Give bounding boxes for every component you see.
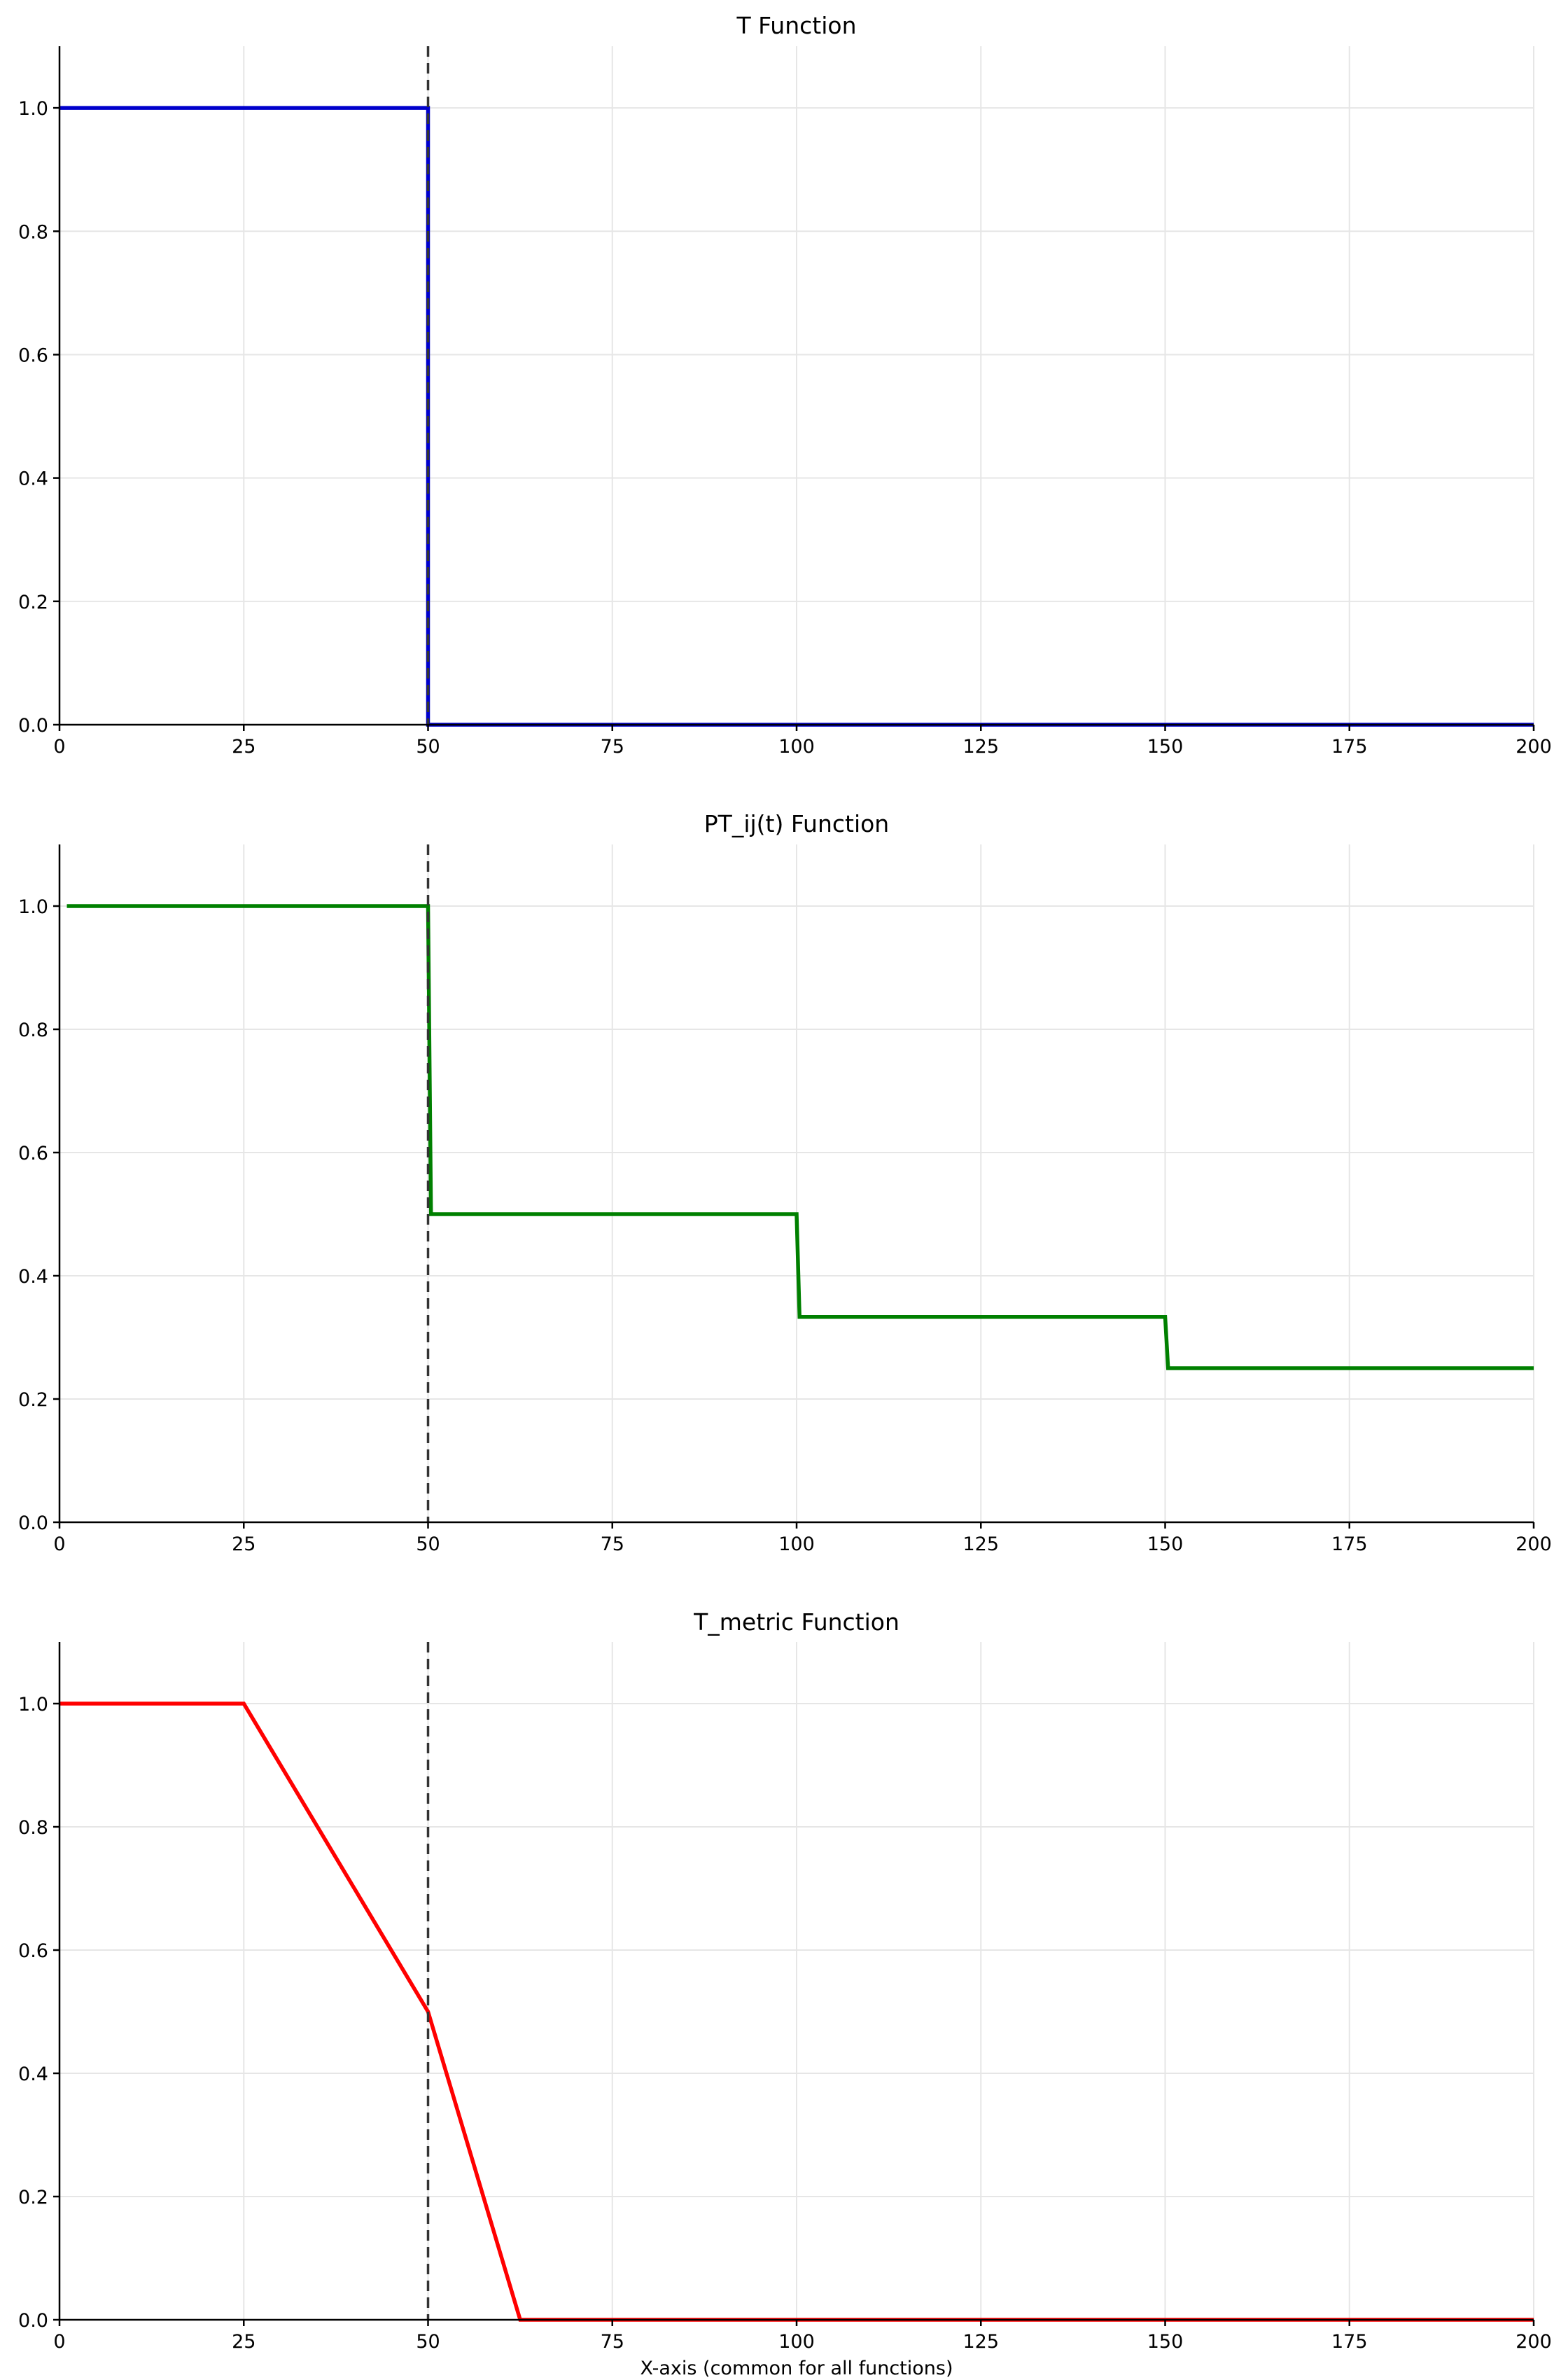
y-tick-label: 1.0 [18, 1694, 48, 1716]
x-tick-label: 125 [962, 1533, 999, 1555]
x-tick-label: 150 [1147, 736, 1184, 758]
x-tick-label: 125 [962, 736, 999, 758]
x-tick-label: 25 [232, 2331, 255, 2353]
y-tick-label: 0.0 [18, 1512, 48, 1534]
x-tick-label: 50 [416, 2331, 440, 2353]
chart-title: T Function [736, 12, 856, 39]
y-tick-label: 0.2 [18, 2187, 48, 2208]
x-tick-label: 150 [1147, 2331, 1184, 2353]
x-axis-label: X-axis (common for all functions) [640, 2358, 953, 2379]
x-tick-label: 100 [778, 1533, 815, 1555]
y-tick-label: 0.8 [18, 221, 48, 243]
y-tick-label: 0.4 [18, 2064, 48, 2085]
y-tick-label: 1.0 [18, 98, 48, 120]
x-tick-label: 200 [1516, 736, 1552, 758]
y-tick-label: 0.8 [18, 1019, 48, 1041]
chart-panel-2: 0 25 50 75 100 125 150 175 200 0.0 0.2 0.4 0.6 0.8 1.0… [18, 810, 1552, 1555]
x-tick-label: 75 [601, 2331, 624, 2353]
series-line [66, 904, 1534, 1370]
x-tick-label: 75 [601, 736, 624, 758]
y-tick-label: 0.2 [18, 1389, 48, 1411]
y-tick-label: 0.2 [18, 592, 48, 613]
y-tick-label: 0.8 [18, 1817, 48, 1839]
x-tick-label: 75 [601, 1533, 624, 1555]
x-tick-label: 100 [778, 736, 815, 758]
x-tick-label: 25 [232, 736, 255, 758]
x-tick-label: 0 [53, 2331, 65, 2353]
chart-panel-3: 0 25 50 75 100 125 150 175 200 0.0 0.2 0.4 0.6 0.8 1.0… [18, 1608, 1552, 2379]
x-tick-label: 125 [962, 2331, 999, 2353]
y-tick-label: 0.0 [18, 2310, 48, 2332]
x-tick-label: 175 [1331, 1533, 1368, 1555]
y-tick-label: 0.4 [18, 468, 48, 490]
x-tick-label: 100 [778, 2331, 815, 2353]
x-tick-label: 25 [232, 1533, 255, 1555]
x-tick-label: 50 [416, 1533, 440, 1555]
y-tick-label: 0.6 [18, 1143, 48, 1164]
y-tick-label: 1.0 [18, 896, 48, 918]
x-tick-label: 175 [1331, 2331, 1368, 2353]
y-tick-label: 0.0 [18, 715, 48, 737]
x-tick-label: 0 [53, 736, 65, 758]
y-tick-label: 0.6 [18, 1940, 48, 1962]
y-tick-label: 0.6 [18, 345, 48, 366]
y-tick-label: 0.4 [18, 1266, 48, 1288]
x-tick-label: 175 [1331, 736, 1368, 758]
x-tick-label: 0 [53, 1533, 65, 1555]
chart-title: T_metric Function [693, 1608, 899, 1636]
x-tick-label: 200 [1516, 1533, 1552, 1555]
x-tick-label: 50 [416, 736, 440, 758]
x-tick-label: 150 [1147, 1533, 1184, 1555]
x-tick-label: 200 [1516, 2331, 1552, 2353]
chart-panel-1: 0 25 50 75 100 125 150 175 200 0.0 0.2 0.4 0.6 0.8 1.0… [18, 12, 1552, 758]
chart-title: PT_ij(t) Function [704, 810, 889, 837]
